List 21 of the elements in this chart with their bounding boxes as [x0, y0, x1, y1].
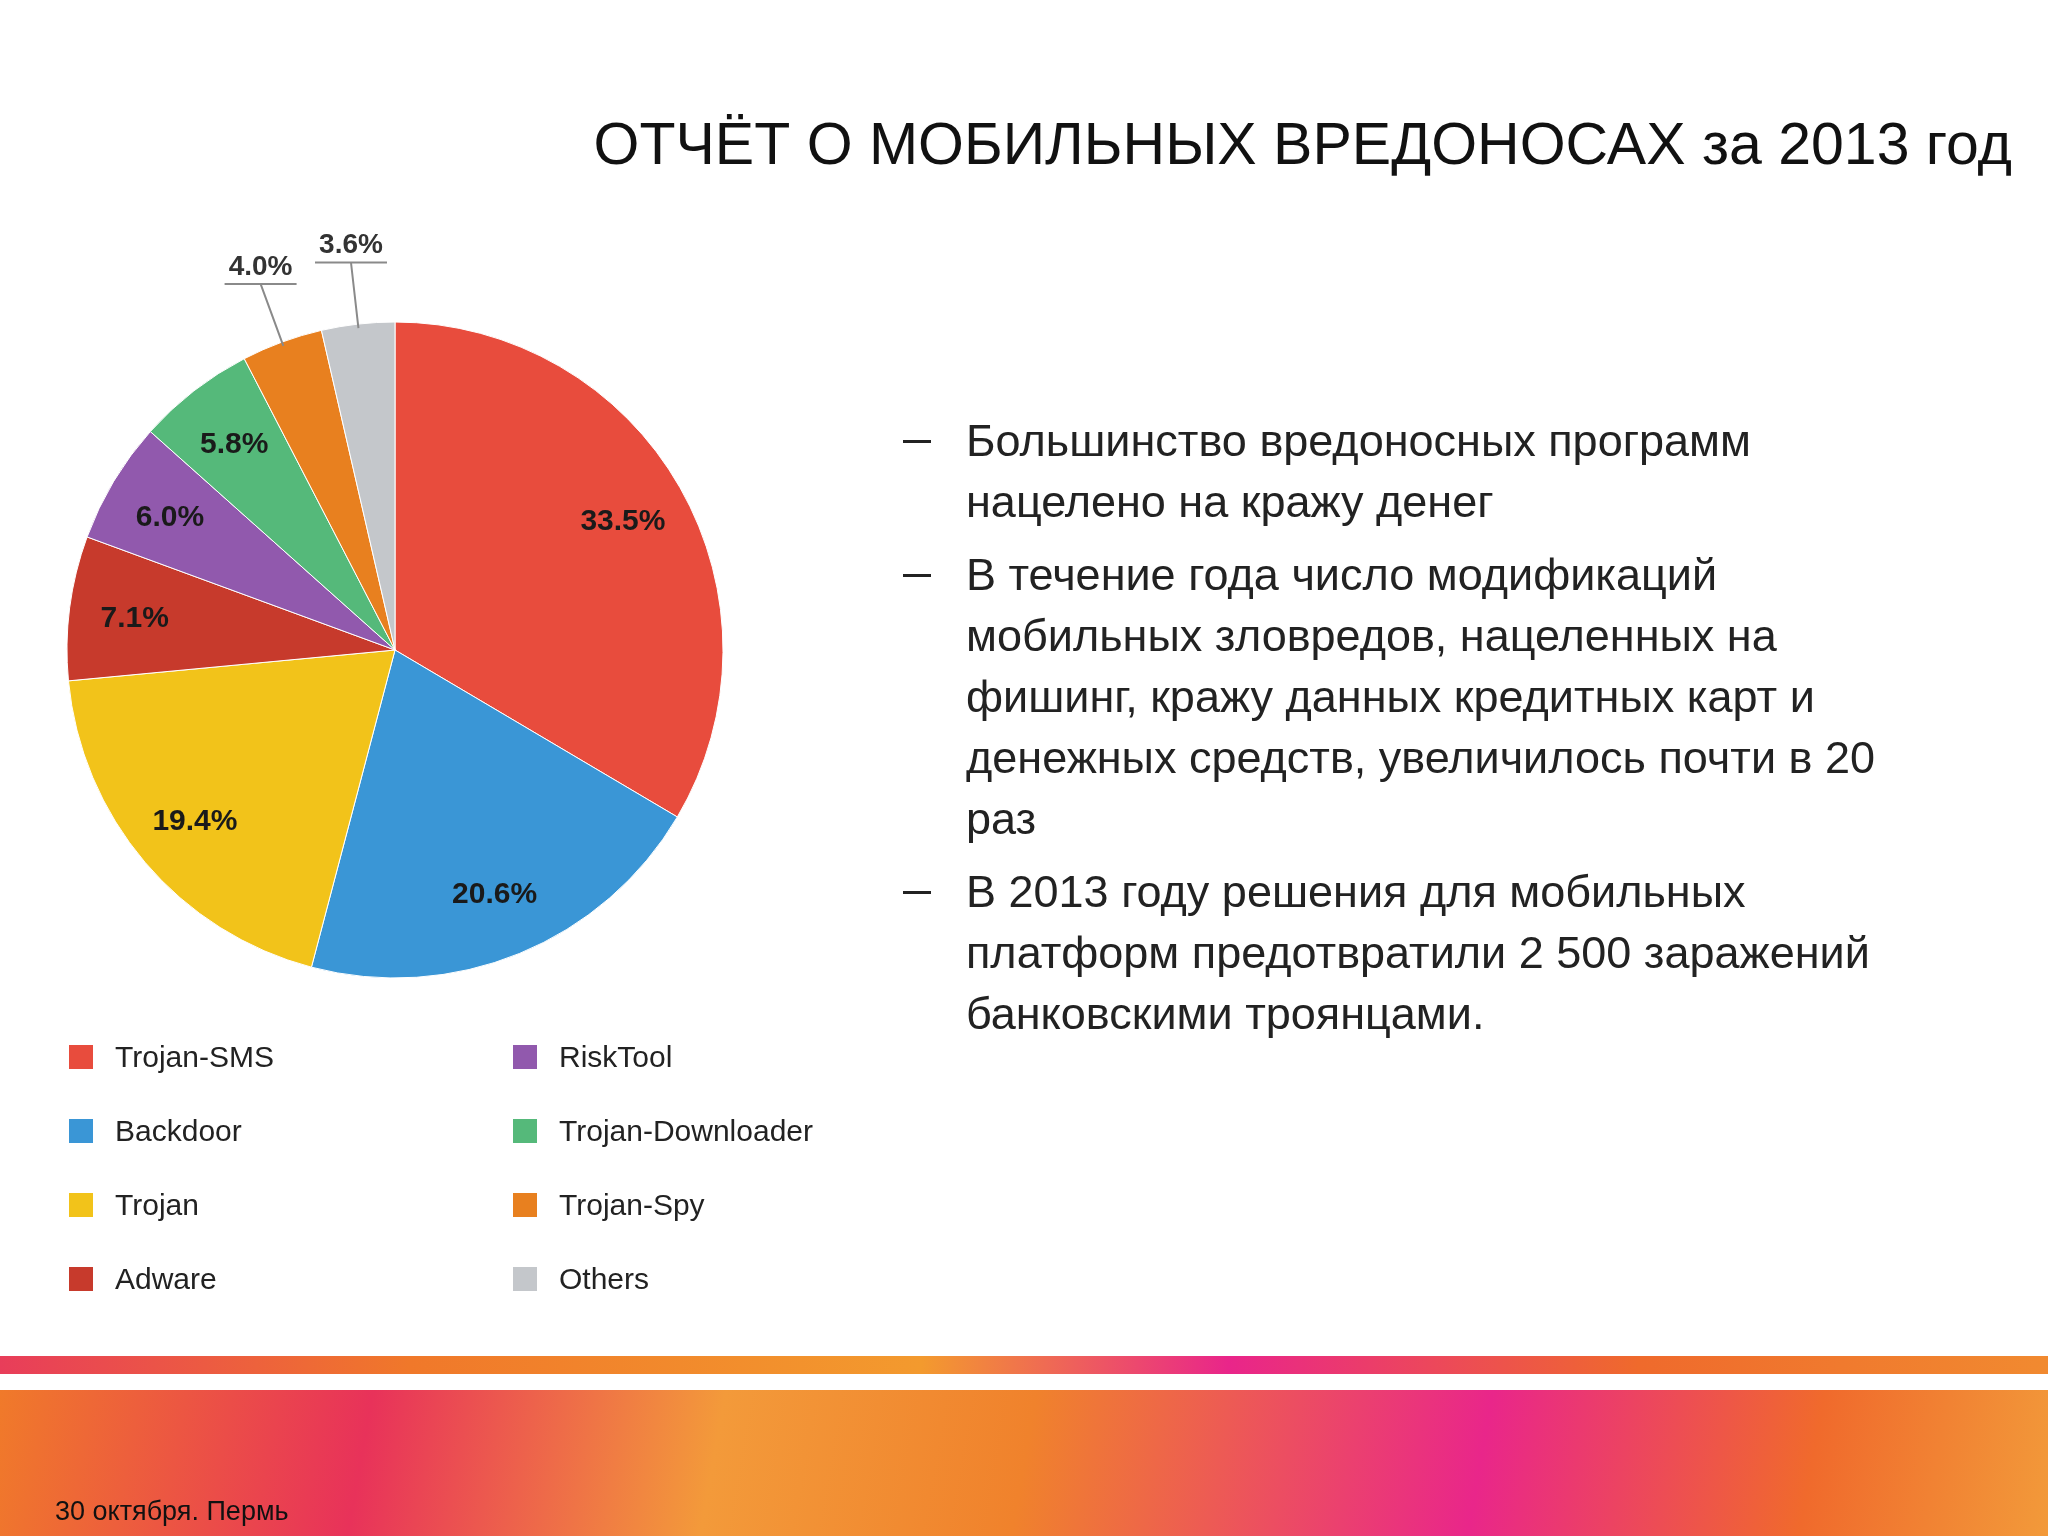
data-label: 20.6%	[452, 876, 538, 910]
legend-label: Trojan-SMS	[115, 1040, 274, 1074]
legend-label: Trojan-Spy	[559, 1188, 705, 1222]
legend-label: Adware	[115, 1262, 217, 1296]
text: 30 октября. Пермь	[55, 1496, 289, 1527]
legend-label: RiskTool	[559, 1040, 673, 1074]
data-label: 6.0%	[135, 498, 205, 532]
legend-label: Others	[559, 1262, 650, 1296]
text: Большинство вредоносных программ нацелено на кражу денег	[966, 414, 1752, 529]
legend-label: Trojan-Downloader	[559, 1114, 814, 1148]
text: В течение года число модификаций мобильных зловредов, нацеленных на фишинг, кражу данных кредитных карт и денежных средств, увеличилось почти в 20 раз	[966, 548, 1876, 846]
data-label: 3.6%	[319, 228, 383, 260]
legend-label: Backdoor	[115, 1114, 242, 1148]
data-label: 7.1%	[100, 599, 169, 633]
text: В 2013 году решения для мобильных платформ предотвратили 2 500 заражений банковскими троянцами.	[966, 865, 1871, 1041]
legend-label: Trojan	[115, 1188, 199, 1222]
data-label: 5.8%	[199, 426, 269, 460]
data-label: 19.4%	[152, 803, 238, 837]
data-label: 4.0%	[228, 249, 293, 281]
data-label: 33.5%	[580, 503, 666, 537]
text: ОТЧЁТ О МОБИЛЬНЫХ ВРЕДОНОСАХ за 2013 год	[593, 110, 2012, 178]
